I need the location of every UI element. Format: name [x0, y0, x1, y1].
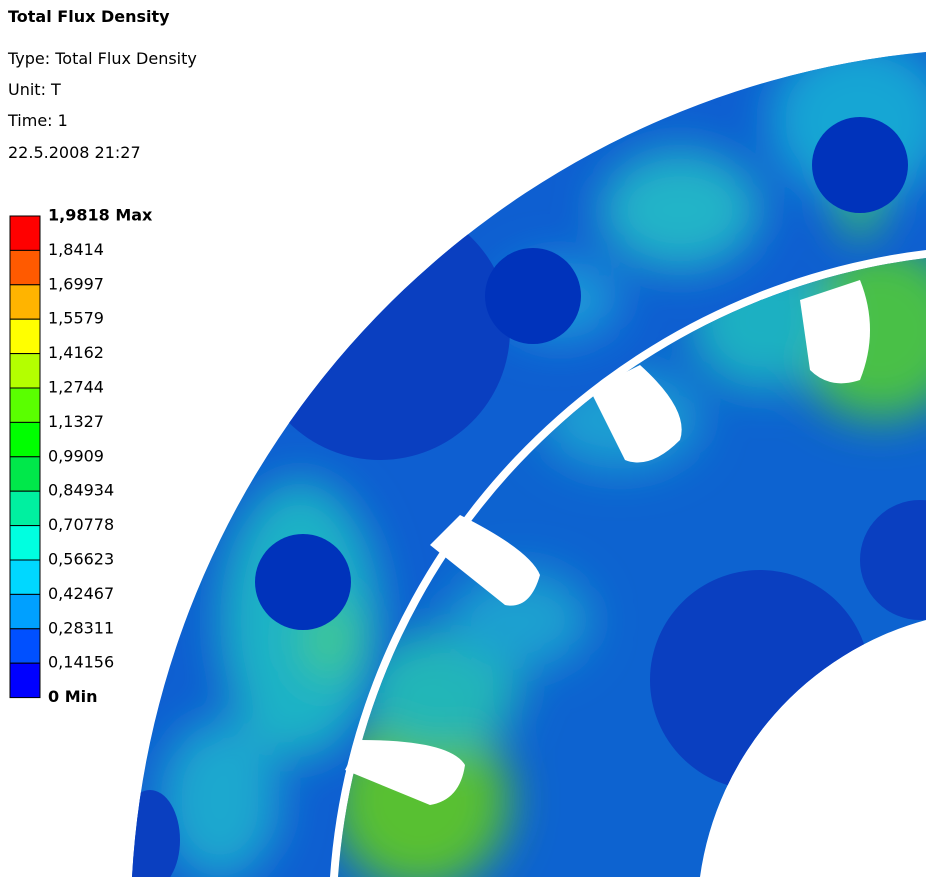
legend-swatch [9, 490, 41, 527]
legend-label: 1,5579 [48, 309, 104, 328]
rotor-slots [345, 280, 870, 805]
legend-label: 0,42467 [48, 584, 114, 603]
legend-swatch [9, 387, 41, 423]
legend: 1,9818 Max 1,8414 1,6997 1,5579 1,4162 1,2744… [9, 206, 153, 706]
legend-swatch [9, 215, 41, 251]
title: Total Flux Density [8, 7, 170, 26]
legend-swatch [9, 525, 41, 561]
legend-label: 0,9909 [48, 446, 104, 465]
date: 22.5.2008 21:27 [8, 143, 141, 162]
type: Type: Total Flux Density [7, 49, 197, 68]
legend-label: 0,14156 [48, 653, 114, 672]
legend-label: 0 Min [48, 687, 98, 706]
legend-swatch [9, 628, 41, 664]
legend-swatch [9, 284, 41, 320]
legend-swatch [9, 559, 41, 595]
legend-label: 0,84934 [48, 481, 114, 500]
legend-label: 1,1327 [48, 412, 104, 431]
legend-swatch [9, 456, 41, 492]
legend-label: 1,2744 [48, 378, 104, 397]
legend-label: 0,70778 [48, 515, 114, 534]
legend-label: 1,8414 [48, 240, 104, 259]
legend-label: 1,9818 Max [48, 206, 153, 225]
legend-label: 0,56623 [48, 550, 114, 569]
legend-swatch [9, 249, 41, 286]
legend-swatch [9, 593, 41, 630]
legend-label: 1,4162 [48, 343, 104, 362]
time: Time: 1 [7, 111, 68, 130]
legend-swatch [9, 421, 41, 458]
legend-swatch [9, 662, 41, 699]
legend-swatch [9, 353, 41, 389]
unit: Unit: T [8, 80, 61, 99]
legend-label: 0,28311 [48, 618, 114, 637]
legend-swatch [9, 318, 41, 355]
legend-label: 1,6997 [48, 274, 104, 293]
